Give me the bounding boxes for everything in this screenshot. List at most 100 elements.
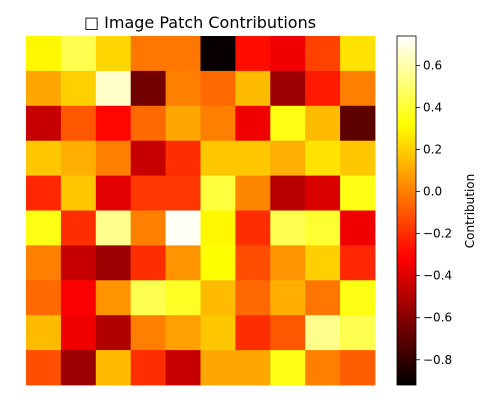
heatmap-cell-r7-c5 [200, 280, 236, 316]
heatmap-cell-r6-c3 [130, 245, 166, 281]
heatmap-cell-r5-c7 [270, 210, 306, 246]
heatmap-cell-r6-c5 [200, 245, 236, 281]
heatmap-cell-r7-c8 [305, 280, 341, 316]
heatmap-cell-r4-c7 [270, 175, 306, 211]
heatmap-cell-r6-c9 [340, 245, 376, 281]
heatmap-cell-r9-c8 [305, 350, 341, 386]
heatmap-cell-r1-c0 [26, 70, 62, 107]
heatmap-cell-r7-c3 [130, 280, 166, 316]
heatmap-cell-r8-c4 [165, 315, 201, 351]
heatmap-cell-r0-c5 [200, 36, 236, 72]
heatmap-cell-r9-c6 [235, 350, 271, 386]
heatmap-cell-r8-c2 [95, 315, 132, 351]
heatmap-cell-r9-c2 [95, 350, 132, 386]
heatmap-cell-r9-c9 [340, 350, 376, 386]
heatmap-cell-r1-c4 [165, 70, 201, 107]
heatmap-cell-r8-c5 [200, 315, 236, 351]
heatmap-cell-r4-c6 [235, 175, 271, 211]
heatmap-cell-r3-c8 [305, 140, 341, 176]
colorbar-tick-label: −0.2 [423, 227, 452, 241]
heatmap-cell-r1-c3 [130, 70, 166, 107]
heatmap-cell-r1-c8 [305, 70, 341, 107]
heatmap-cell-r2-c5 [200, 105, 236, 142]
heatmap-cell-r7-c7 [270, 280, 306, 316]
heatmap-cell-r1-c9 [340, 70, 376, 107]
heatmap-cell-r1-c1 [60, 70, 97, 107]
colorbar-tick-label: −0.4 [423, 269, 452, 283]
heatmap-cell-r2-c8 [305, 105, 341, 142]
heatmap-cell-r8-c6 [235, 315, 271, 351]
heatmap-cell-r6-c1 [60, 245, 97, 281]
heatmap-cell-r6-c0 [26, 245, 62, 281]
colorbar-tick-label: 0.6 [423, 58, 442, 72]
heatmap-cell-r5-c0 [26, 210, 62, 246]
heatmap-cell-r0-c8 [305, 36, 341, 72]
heatmap-cell-r2-c2 [95, 105, 132, 142]
heatmap-cell-r3-c7 [270, 140, 306, 176]
heatmap-cell-r3-c1 [60, 140, 97, 176]
heatmap-cell-r6-c4 [165, 245, 201, 281]
heatmap-cell-r2-c4 [165, 105, 201, 142]
heatmap-cell-r3-c0 [26, 140, 62, 176]
heatmap-cell-r0-c1 [60, 36, 97, 72]
heatmap-cell-r2-c9 [340, 105, 376, 142]
heatmap-cell-r4-c4 [165, 175, 201, 211]
heatmap-cell-r5-c8 [305, 210, 341, 246]
colorbar-label: Contribution [463, 174, 477, 249]
heatmap-cells [26, 36, 376, 386]
heatmap-cell-r3-c3 [130, 140, 166, 176]
heatmap-cell-r3-c5 [200, 140, 236, 176]
heatmap-cell-r4-c5 [200, 175, 236, 211]
heatmap-cell-r4-c0 [26, 175, 62, 211]
heatmap-cell-r9-c4 [165, 350, 201, 386]
heatmap-cell-r7-c6 [235, 280, 271, 316]
heatmap-cell-r3-c9 [340, 140, 376, 176]
heatmap-cell-r2-c3 [130, 105, 166, 142]
colorbar-tick-label: 0.2 [423, 143, 442, 157]
heatmap-cell-r3-c4 [165, 140, 201, 176]
heatmap-cell-r3-c6 [235, 140, 271, 176]
heatmap-cell-r6-c2 [95, 245, 132, 281]
colorbar-tick-label: 0.0 [423, 185, 442, 199]
heatmap-cell-r2-c6 [235, 105, 271, 142]
heatmap-cell-r6-c6 [235, 245, 271, 281]
heatmap-cell-r9-c3 [130, 350, 166, 386]
heatmap-cell-r0-c0 [26, 36, 62, 72]
heatmap-cell-r4-c9 [340, 175, 376, 211]
heatmap-cell-r8-c7 [270, 315, 306, 351]
colorbar-gradient [396, 35, 417, 386]
colorbar-tick-label: −0.8 [423, 353, 452, 367]
heatmap-cell-r5-c3 [130, 210, 166, 246]
heatmap-cell-r8-c8 [305, 315, 341, 351]
heatmap-cell-r9-c5 [200, 350, 236, 386]
heatmap-cell-r1-c2 [95, 70, 132, 107]
heatmap-cell-r5-c4 [165, 210, 201, 246]
heatmap-cell-r9-c7 [270, 350, 306, 386]
heatmap-cell-r0-c7 [270, 36, 306, 72]
heatmap-cell-r9-c0 [26, 350, 62, 386]
heatmap-cell-r8-c3 [130, 315, 166, 351]
heatmap-cell-r8-c1 [60, 315, 97, 351]
heatmap-cell-r7-c2 [95, 280, 132, 316]
heatmap-cell-r4-c1 [60, 175, 97, 211]
heatmap-cell-r5-c6 [235, 210, 271, 246]
heatmap-cell-r0-c4 [165, 36, 201, 72]
heatmap-cell-r8-c0 [26, 315, 62, 351]
heatmap-cell-r5-c1 [60, 210, 97, 246]
heatmap-cell-r4-c3 [130, 175, 166, 211]
heatmap-cell-r7-c1 [60, 280, 97, 316]
heatmap-cell-r2-c1 [60, 105, 97, 142]
heatmap-cell-r7-c9 [340, 280, 376, 316]
colorbar-tick-label: 0.4 [423, 100, 442, 114]
heatmap-cell-r0-c6 [235, 36, 271, 72]
heatmap-cell-r4-c2 [95, 175, 132, 211]
heatmap-cell-r4-c8 [305, 175, 341, 211]
heatmap-cell-r5-c9 [340, 210, 376, 246]
heatmap-cell-r2-c7 [270, 105, 306, 142]
heatmap-cell-r5-c5 [200, 210, 236, 246]
heatmap-cell-r2-c0 [26, 105, 62, 142]
heatmap-cell-r9-c1 [60, 350, 97, 386]
heatmap-cell-r0-c9 [340, 36, 376, 72]
heatmap-cell-r6-c7 [270, 245, 306, 281]
